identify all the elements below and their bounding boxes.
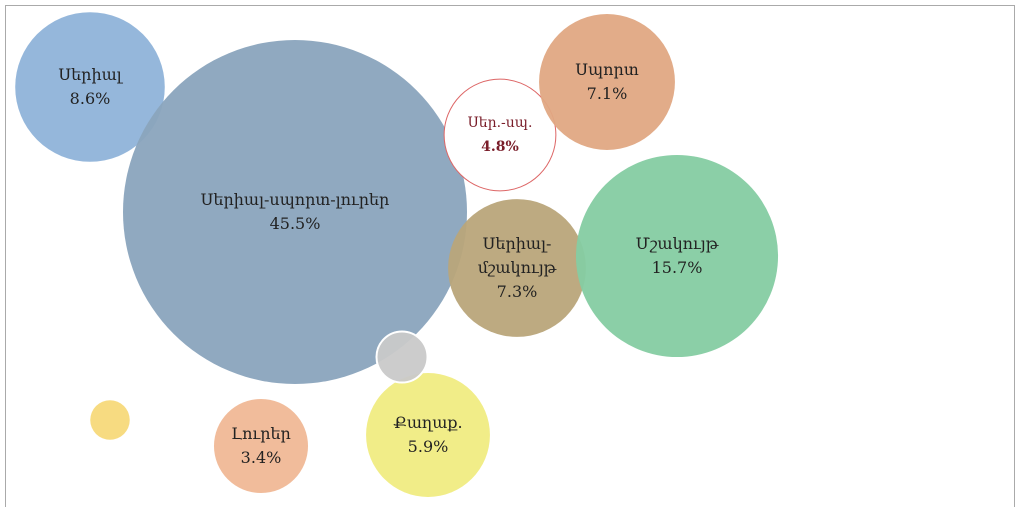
value-label: 7.3% — [496, 282, 538, 301]
bubble-label: Քաղաք. 5.9% — [393, 411, 462, 459]
bubble — [539, 14, 675, 150]
category-label: Մշակույթ — [635, 234, 719, 253]
category-label: Քաղաք. — [393, 413, 463, 432]
bubble — [448, 199, 586, 337]
bubble — [213, 398, 309, 494]
category-label: Սերիալ- մշակույթ — [477, 234, 557, 277]
value-label: 7.1% — [586, 84, 628, 103]
bubble-label: Սեր.-սպ. 4.8% — [468, 111, 533, 159]
value-label: 3.4% — [240, 448, 282, 467]
value-label: 4.8% — [481, 139, 519, 155]
category-label: Լուրեր — [231, 424, 291, 443]
bubble — [443, 78, 557, 192]
category-label: Սպորտ — [575, 60, 639, 79]
bubble-label: Մշակույթ 15.7% — [636, 232, 719, 280]
category-label: Սեր.-սպ. — [467, 115, 533, 131]
bubble-label: Սերիալ- մշակույթ 7.3% — [478, 232, 557, 304]
bubble — [375, 330, 429, 384]
bubble-label: Լուրեր 3.4% — [231, 422, 291, 470]
category-label: Սերիալ — [58, 65, 122, 84]
bubble — [90, 400, 130, 440]
bubble-label: Սերիալ-սպորտ-լուրեր 45.5% — [201, 188, 390, 236]
frame — [5, 5, 1015, 507]
bubble — [122, 39, 468, 385]
category-label: Սերիալ-սպորտ-լուրեր — [200, 190, 390, 209]
value-label: 5.9% — [407, 437, 449, 456]
value-label: 15.7% — [651, 258, 703, 277]
bubble — [575, 154, 779, 358]
bubble — [366, 373, 490, 497]
value-label: 8.6% — [69, 89, 111, 108]
bubble-label: Սպորտ 7.1% — [575, 58, 638, 106]
value-label: 45.5% — [269, 214, 321, 233]
bubble — [15, 12, 165, 162]
bubble-label: Սերիալ 8.6% — [58, 63, 121, 111]
